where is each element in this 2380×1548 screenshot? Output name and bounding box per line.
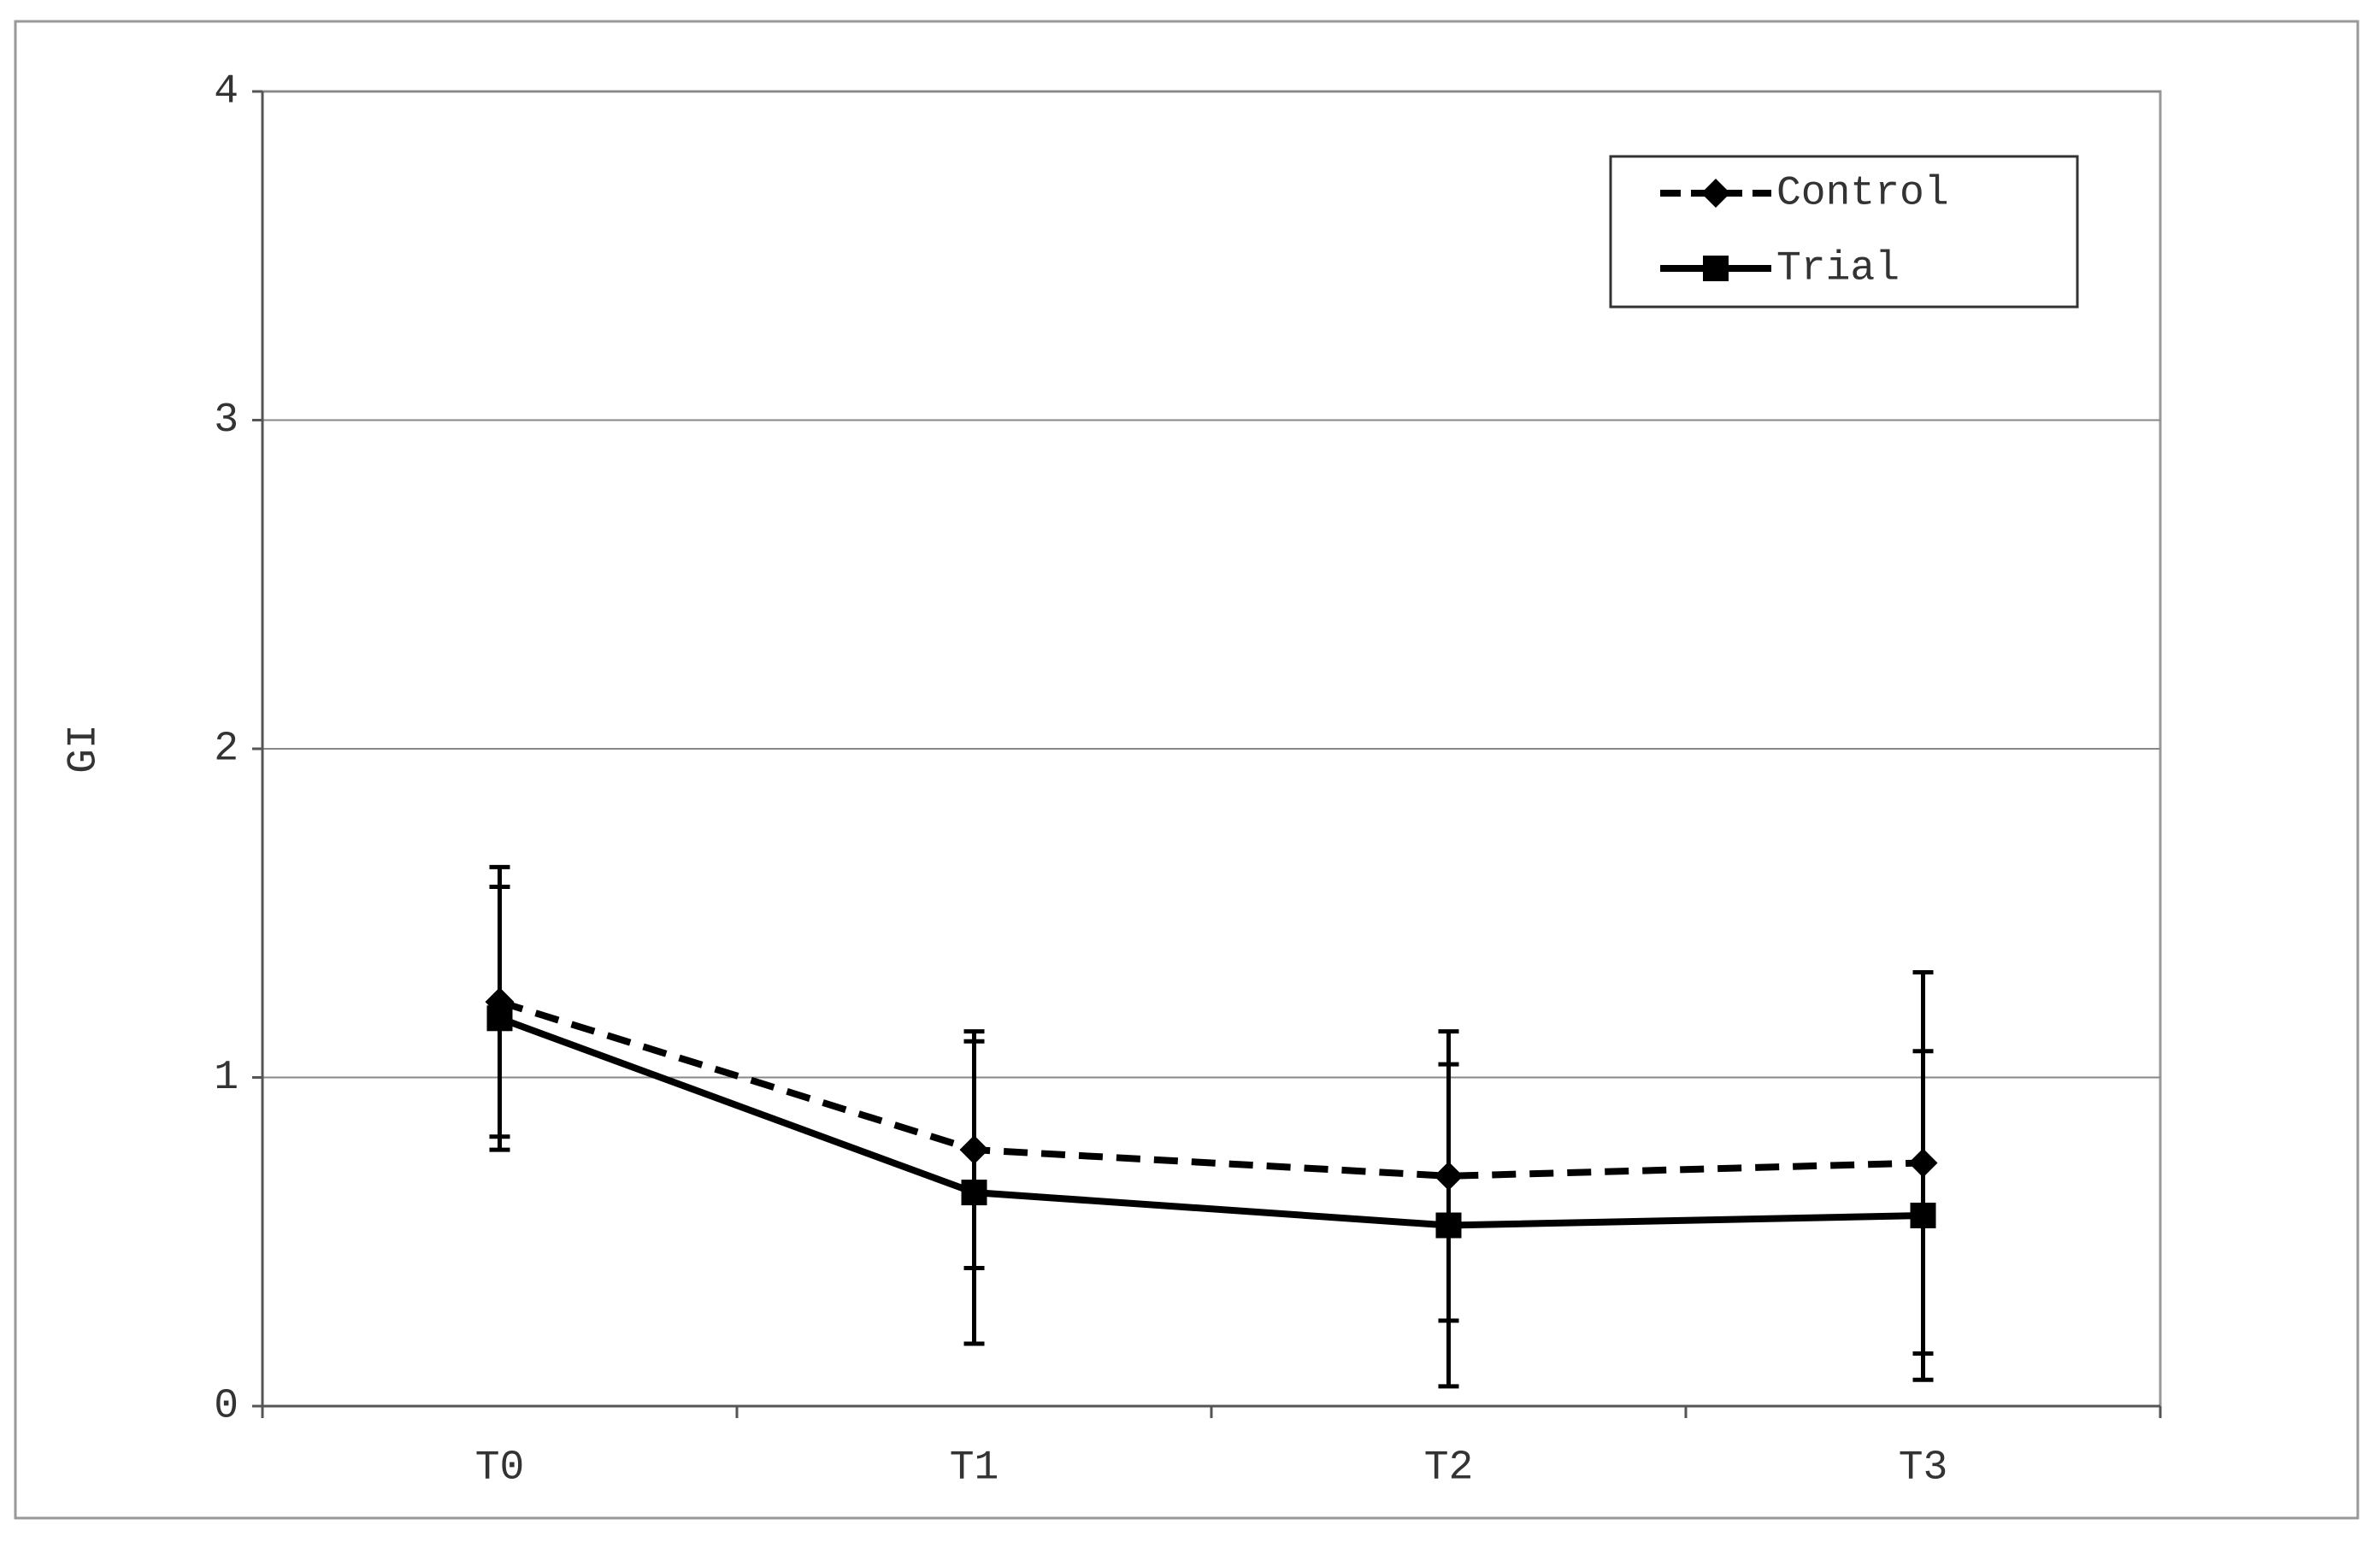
- x-tick-label: T3: [1899, 1445, 1948, 1492]
- legend-label: Control: [1776, 171, 1949, 217]
- y-tick-label: 0: [214, 1384, 239, 1430]
- legend-box: [1609, 155, 2079, 309]
- y-axis-label: GI: [62, 724, 108, 774]
- legend-label: Trial: [1776, 246, 1900, 292]
- y-tick-label: 3: [214, 397, 239, 444]
- y-tick-label: 1: [214, 1055, 239, 1101]
- marker: [1910, 1202, 1936, 1228]
- x-tick-label: T1: [950, 1445, 999, 1492]
- marker: [1435, 1212, 1462, 1239]
- series-line: [498, 1015, 1923, 1229]
- y-tick-label: 4: [214, 69, 239, 115]
- x-tick-label: T0: [475, 1445, 525, 1492]
- legend-marker: [1703, 256, 1729, 281]
- legend-marker: [1701, 179, 1730, 208]
- marker: [961, 1180, 987, 1206]
- marker: [486, 1005, 513, 1032]
- y-tick-label: 2: [214, 727, 239, 773]
- series-line: [498, 998, 1923, 1180]
- x-tick-label: T2: [1424, 1445, 1474, 1492]
